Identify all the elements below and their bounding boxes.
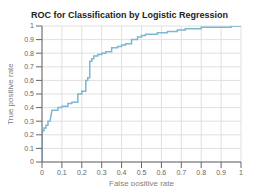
svg-text:0.1: 0.1 (57, 169, 67, 176)
svg-text:0.4: 0.4 (117, 169, 127, 176)
svg-text:0.5: 0.5 (24, 90, 34, 97)
svg-text:0.4: 0.4 (24, 104, 34, 111)
svg-text:1: 1 (30, 22, 34, 29)
svg-text:0.2: 0.2 (77, 169, 87, 176)
svg-text:0: 0 (40, 169, 44, 176)
svg-text:0.6: 0.6 (24, 77, 34, 84)
svg-text:0.1: 0.1 (24, 145, 34, 152)
svg-text:0.7: 0.7 (176, 169, 186, 176)
svg-text:0.2: 0.2 (24, 131, 34, 138)
svg-text:0.5: 0.5 (137, 169, 147, 176)
svg-text:0.7: 0.7 (24, 63, 34, 70)
svg-text:0: 0 (30, 158, 34, 165)
svg-text:0.9: 0.9 (216, 169, 226, 176)
svg-text:0.8: 0.8 (24, 50, 34, 57)
svg-text:0.6: 0.6 (157, 169, 167, 176)
svg-text:0.8: 0.8 (196, 169, 206, 176)
svg-text:0.9: 0.9 (24, 36, 34, 43)
svg-text:True positive rate: True positive rate (8, 63, 15, 125)
svg-text:1: 1 (239, 169, 243, 176)
html-text:ROC for Classification by Logi: ROC for Classification by Logistic Regre… (31, 10, 228, 20)
svg-text:0.3: 0.3 (24, 118, 34, 125)
svg-text:0.3: 0.3 (97, 169, 107, 176)
svg-text:False positive rate: False positive rate (109, 179, 174, 186)
